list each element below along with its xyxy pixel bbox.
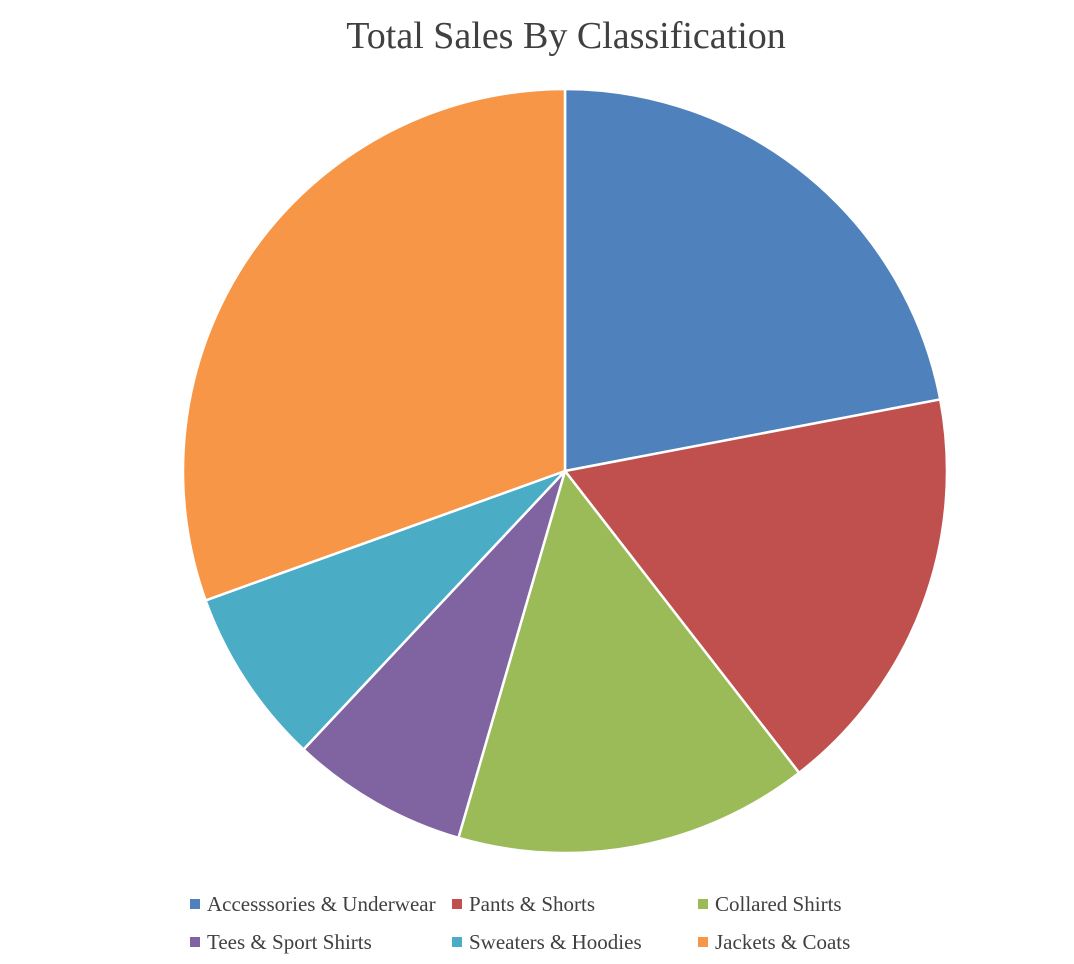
legend-swatch (698, 937, 708, 947)
legend-swatch (452, 937, 462, 947)
legend-swatch (190, 937, 200, 947)
pie-slice-pants-and-shorts (563, 398, 949, 775)
legend-label: Jackets & Coats (715, 929, 851, 954)
chart-legend: Accesssories & Underwear Pants & Shorts Co… (190, 890, 1010, 960)
pie-slice-accesssories-and-underwear (563, 87, 942, 473)
legend-item-pants-and-shorts: Pants & Shorts (452, 890, 595, 918)
legend-label: Pants & Shorts (469, 891, 596, 916)
legend-label: Tees & Sport Shirts (207, 929, 372, 954)
pie-slice-jackets-and-coats (181, 87, 567, 602)
legend-swatch (190, 899, 200, 909)
legend-item-collared-shirts: Collared Shirts (698, 890, 842, 918)
legend-item-accesssories-and-underwear: Accesssories & Underwear (190, 890, 436, 918)
legend-label: Sweaters & Hoodies (469, 929, 642, 954)
legend-item-jackets-and-coats: Jackets & Coats (698, 928, 850, 956)
legend-label: Accesssories & Underwear (207, 891, 436, 916)
chart-title: Total Sales By Classification (346, 15, 786, 57)
legend-swatch (698, 899, 708, 909)
legend-swatch (452, 899, 462, 909)
pie-slice-sweaters-and-hoodies (204, 469, 567, 751)
legend-item-sweaters-and-hoodies: Sweaters & Hoodies (452, 928, 642, 956)
pie-slice-tees-and-sport-shirts (302, 469, 567, 840)
legend-item-tees-and-sport-shirts: Tees & Sport Shirts (190, 928, 372, 956)
legend-label: Collared Shirts (715, 891, 842, 916)
pie-slice-collared-shirts (457, 469, 801, 855)
